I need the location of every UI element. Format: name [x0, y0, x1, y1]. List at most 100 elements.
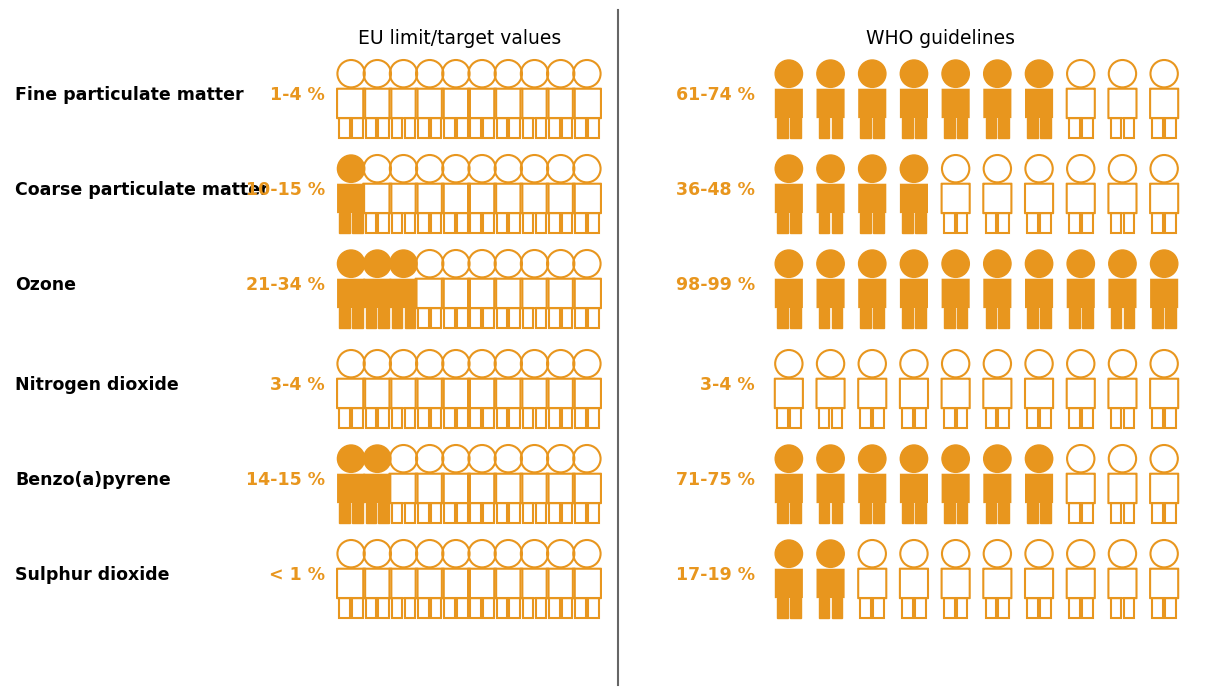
Bar — [777, 598, 788, 618]
Bar — [456, 118, 467, 138]
Bar — [523, 308, 533, 328]
Text: < 1 %: < 1 % — [270, 566, 325, 584]
Bar — [352, 213, 363, 233]
Bar — [1070, 503, 1079, 523]
Circle shape — [858, 60, 886, 88]
Circle shape — [858, 445, 886, 473]
Bar — [470, 408, 481, 427]
Bar — [588, 503, 599, 523]
Bar — [404, 503, 415, 523]
FancyBboxPatch shape — [337, 183, 365, 213]
Bar — [404, 213, 415, 233]
Bar — [1124, 118, 1134, 138]
Bar — [352, 598, 363, 618]
Bar — [1082, 408, 1093, 427]
Bar — [379, 598, 390, 618]
Circle shape — [337, 250, 364, 277]
FancyBboxPatch shape — [858, 474, 886, 503]
Bar — [777, 213, 788, 233]
Bar — [456, 408, 467, 427]
Bar — [510, 503, 520, 523]
Bar — [365, 408, 376, 427]
Bar — [470, 598, 481, 618]
Bar — [1165, 213, 1176, 233]
Text: 71-75 %: 71-75 % — [676, 471, 755, 489]
FancyBboxPatch shape — [817, 279, 845, 308]
Text: Sulphur dioxide: Sulphur dioxide — [15, 566, 170, 584]
Bar — [818, 308, 829, 328]
Bar — [562, 118, 573, 138]
FancyBboxPatch shape — [775, 183, 802, 213]
Circle shape — [776, 60, 802, 88]
FancyBboxPatch shape — [983, 89, 1011, 118]
Bar — [379, 308, 390, 328]
FancyBboxPatch shape — [363, 474, 391, 503]
Bar — [470, 213, 481, 233]
Bar — [444, 213, 455, 233]
Circle shape — [776, 445, 802, 473]
Bar — [1124, 408, 1134, 427]
FancyBboxPatch shape — [390, 279, 418, 308]
Bar — [777, 308, 788, 328]
Bar — [957, 598, 968, 618]
Circle shape — [337, 445, 364, 473]
Bar — [986, 118, 997, 138]
Bar — [1111, 213, 1122, 233]
Bar — [379, 118, 390, 138]
Bar — [832, 598, 843, 618]
Bar — [510, 408, 520, 427]
Bar — [818, 213, 829, 233]
Bar — [510, 213, 520, 233]
Bar — [497, 118, 507, 138]
Bar — [957, 213, 968, 233]
FancyBboxPatch shape — [1108, 279, 1136, 308]
Bar — [483, 598, 494, 618]
Bar — [915, 408, 926, 427]
Text: 21-34 %: 21-34 % — [246, 276, 325, 294]
Bar — [339, 408, 350, 427]
Bar — [470, 308, 481, 328]
Bar — [523, 118, 533, 138]
FancyBboxPatch shape — [1150, 279, 1179, 308]
Bar — [818, 503, 829, 523]
Circle shape — [817, 60, 844, 88]
Bar — [861, 308, 872, 328]
Bar — [562, 213, 573, 233]
FancyBboxPatch shape — [1025, 89, 1053, 118]
Bar — [986, 503, 997, 523]
Bar — [549, 118, 560, 138]
Bar — [790, 308, 801, 328]
Circle shape — [1026, 250, 1053, 277]
Bar — [790, 598, 801, 618]
Bar — [1152, 598, 1163, 618]
Bar — [497, 308, 507, 328]
Bar — [1124, 213, 1134, 233]
Bar — [1070, 408, 1079, 427]
FancyBboxPatch shape — [775, 279, 802, 308]
Bar — [365, 308, 376, 328]
Bar — [1040, 213, 1051, 233]
Bar — [1111, 118, 1122, 138]
Circle shape — [1067, 250, 1095, 277]
Bar — [957, 308, 968, 328]
Bar — [497, 408, 507, 427]
Bar — [1111, 308, 1122, 328]
Bar — [588, 213, 599, 233]
Bar — [431, 503, 442, 523]
FancyBboxPatch shape — [775, 569, 802, 598]
Circle shape — [817, 250, 844, 277]
Bar — [777, 503, 788, 523]
Text: Coarse particulate matter: Coarse particulate matter — [15, 181, 268, 199]
Bar — [957, 118, 968, 138]
Bar — [339, 118, 350, 138]
Bar — [915, 503, 926, 523]
Bar — [549, 408, 560, 427]
Bar — [523, 213, 533, 233]
Bar — [1111, 503, 1122, 523]
Bar — [588, 408, 599, 427]
Text: Fine particulate matter: Fine particulate matter — [15, 86, 244, 104]
Bar — [1070, 118, 1079, 138]
Bar — [562, 503, 573, 523]
Circle shape — [817, 445, 844, 473]
Bar — [456, 308, 467, 328]
